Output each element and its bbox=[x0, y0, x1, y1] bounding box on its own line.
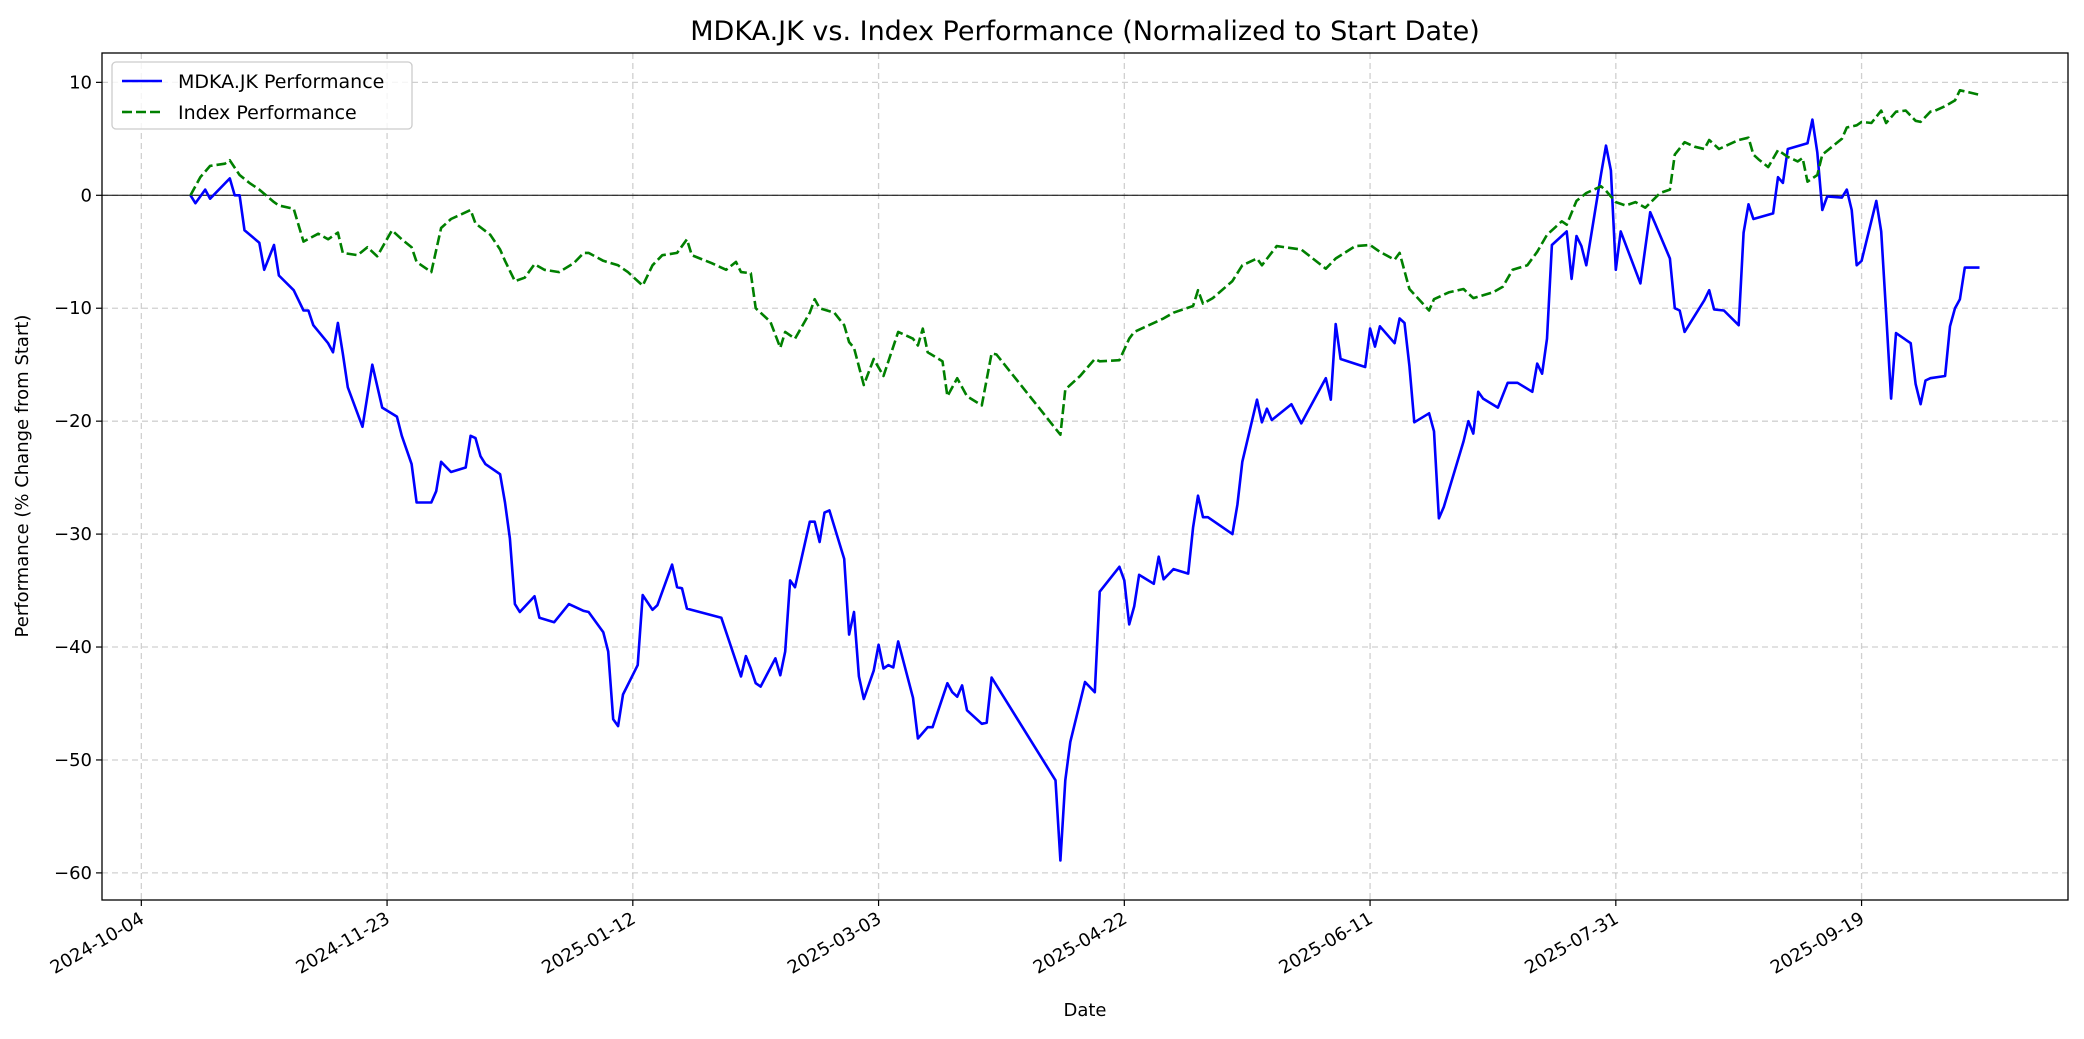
y-axis-ticks: −60 −50 −40 −30 −20 −10 0 10 bbox=[54, 72, 102, 884]
x-tick-label: 2025-03-03 bbox=[784, 908, 885, 978]
x-tick-label: 2025-09-19 bbox=[1767, 908, 1868, 978]
x-tick-label: 2025-04-22 bbox=[1030, 908, 1131, 978]
series-lines bbox=[189, 89, 1980, 862]
legend-label-mdka: MDKA.JK Performance bbox=[178, 71, 384, 93]
chart-title: MDKA.JK vs. Index Performance (Normalize… bbox=[690, 16, 1479, 47]
y-axis-label: Performance (% Change from Start) bbox=[12, 315, 33, 638]
legend: MDKA.JK Performance Index Performance bbox=[111, 61, 413, 130]
x-tick-label: 2025-01-12 bbox=[538, 908, 639, 978]
y-tick-label: −60 bbox=[54, 863, 92, 884]
y-tick-label: −10 bbox=[54, 298, 92, 319]
x-tick-label: 2025-06-11 bbox=[1275, 908, 1376, 978]
y-tick-label: −50 bbox=[54, 750, 92, 771]
x-axis-label: Date bbox=[1063, 1000, 1106, 1021]
plot-frame bbox=[101, 52, 2069, 901]
x-axis-ticks: 2024-10-04 2024-11-23 2025-01-12 2025-03-03… bbox=[47, 900, 1868, 979]
x-tick-label: 2025-07-31 bbox=[1521, 908, 1622, 978]
legend-label-index: Index Performance bbox=[178, 102, 357, 124]
y-tick-label: −30 bbox=[54, 524, 92, 545]
series-line-mdka bbox=[189, 118, 1980, 862]
legend-box bbox=[111, 61, 413, 130]
x-tick-label: 2024-10-04 bbox=[47, 908, 148, 978]
y-tick-label: −40 bbox=[54, 637, 92, 658]
grid-lines bbox=[102, 53, 2068, 900]
y-tick-label: 10 bbox=[69, 72, 92, 93]
y-tick-label: −20 bbox=[54, 411, 92, 432]
x-tick-label: 2024-11-23 bbox=[292, 908, 393, 978]
y-tick-label: 0 bbox=[81, 185, 92, 206]
series-line-index bbox=[189, 89, 1980, 436]
